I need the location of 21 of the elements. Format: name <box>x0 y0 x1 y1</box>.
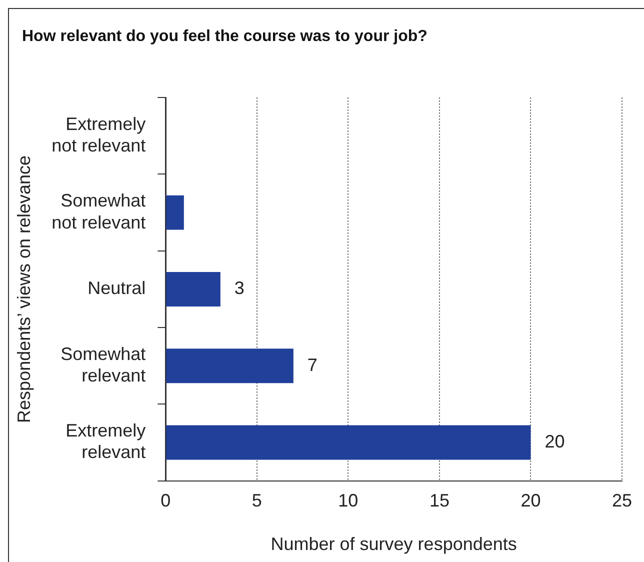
data-label: 20 <box>544 431 565 452</box>
bar <box>166 195 184 230</box>
bar <box>166 425 531 460</box>
data-label: 7 <box>307 354 318 375</box>
y-tick-label: Neutral <box>88 278 146 298</box>
x-tick-label: 10 <box>338 490 358 511</box>
x-tick-label: 20 <box>520 490 541 511</box>
data-label: 3 <box>234 278 244 298</box>
y-tick-label: Somewhat not relevant <box>52 190 146 232</box>
x-tick-label: 0 <box>160 490 171 511</box>
y-tick-label: Somewhat relevant <box>60 344 146 386</box>
x-tick-label: 15 <box>429 490 450 511</box>
x-tick-label: 25 <box>612 490 632 511</box>
chart-title: How relevant do you feel the course was to your job? <box>22 28 428 46</box>
y-tick-label: Extremely not relevant <box>52 114 146 156</box>
x-axis-title: Number of survey respondents <box>270 534 517 554</box>
y-tick-label: Extremely relevant <box>66 420 146 462</box>
bar <box>166 348 294 384</box>
x-tick-label: 5 <box>252 490 262 511</box>
y-axis-title: Respondents’ views on relevance <box>14 155 34 423</box>
bar <box>166 272 220 306</box>
